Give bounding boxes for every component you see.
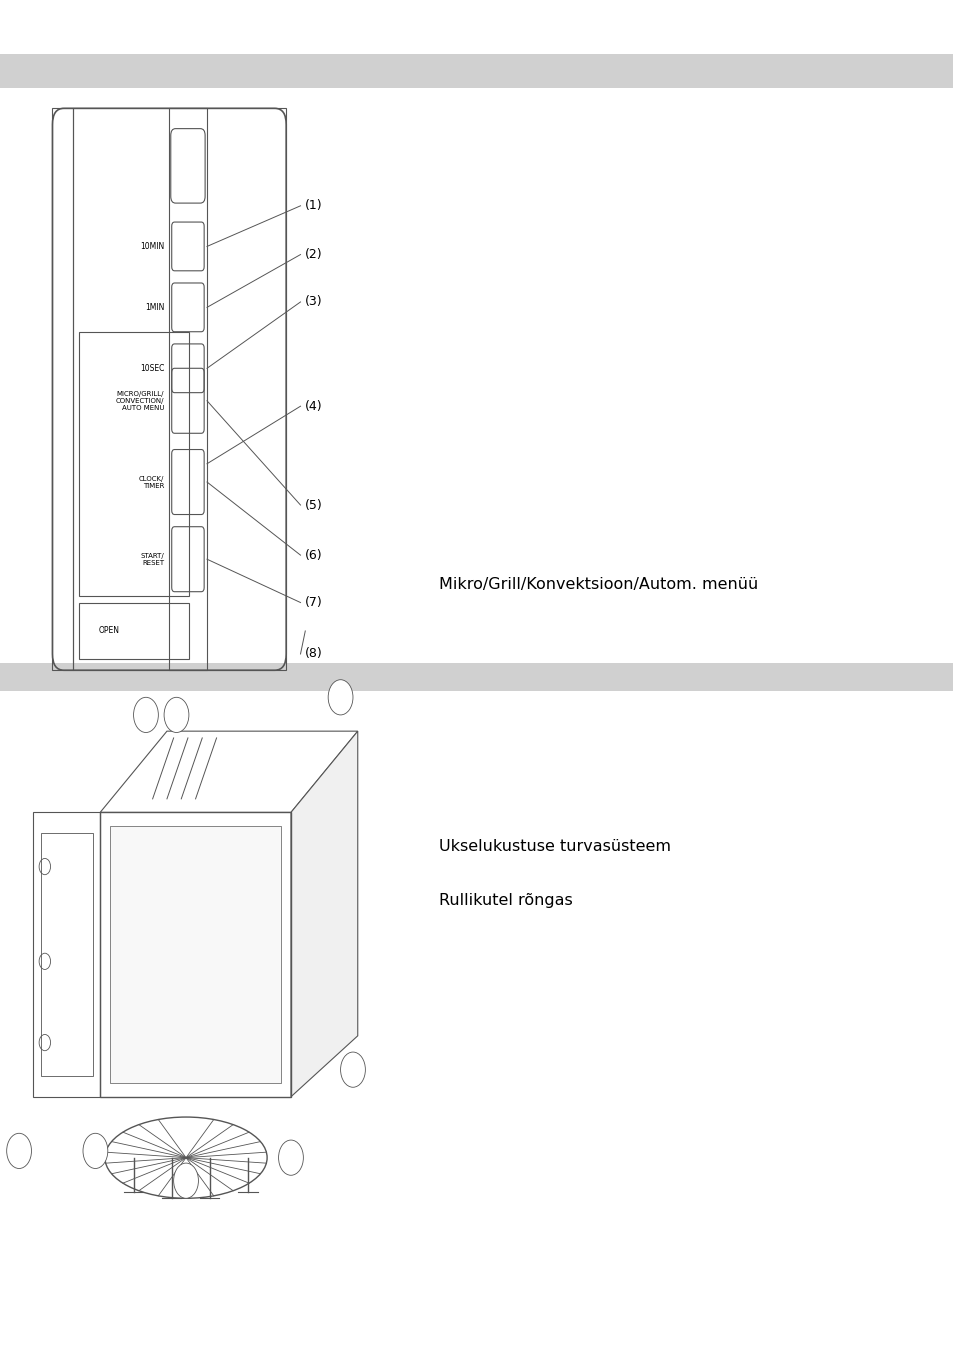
Text: 1MIN: 1MIN	[145, 303, 164, 311]
Text: (5): (5)	[305, 498, 323, 512]
Text: (4): (4)	[305, 399, 322, 413]
Polygon shape	[100, 731, 357, 812]
Bar	[100, 812, 291, 1097]
Circle shape	[83, 1133, 108, 1169]
Text: CLOCK/
TIMER: CLOCK/ TIMER	[138, 475, 164, 489]
Circle shape	[164, 697, 189, 733]
Text: (7): (7)	[305, 596, 323, 609]
Circle shape	[7, 1133, 31, 1169]
Text: (6): (6)	[305, 548, 322, 562]
Text: OPEN: OPEN	[98, 627, 119, 635]
Text: ①: ①	[349, 1066, 356, 1074]
Circle shape	[328, 680, 353, 715]
Text: ⑥: ⑥	[336, 693, 344, 701]
Circle shape	[173, 1163, 198, 1198]
Text: ②: ②	[91, 1147, 99, 1155]
Bar	[33, 812, 100, 1097]
Text: (2): (2)	[305, 248, 322, 261]
Text: (3): (3)	[305, 295, 322, 309]
Text: ①: ①	[15, 1147, 23, 1155]
Text: (1): (1)	[305, 199, 322, 213]
Text: START/
RESET: START/ RESET	[140, 552, 164, 566]
Bar	[73, 108, 286, 670]
Text: Rullikutel rõngas: Rullikutel rõngas	[438, 892, 572, 909]
Bar	[52, 108, 73, 670]
Bar	[0, 663, 953, 691]
Text: 10MIN: 10MIN	[140, 242, 164, 250]
Text: ④: ④	[182, 1177, 190, 1185]
Bar	[41, 833, 92, 1076]
Circle shape	[340, 1052, 365, 1087]
Text: ⑦: ⑦	[287, 1154, 294, 1162]
Text: Ukselukustuse turvasüsteem: Ukselukustuse turvasüsteem	[438, 838, 670, 854]
Polygon shape	[291, 731, 357, 1097]
Bar	[169, 108, 207, 670]
Circle shape	[278, 1140, 303, 1175]
Text: ⑤: ⑤	[142, 711, 150, 719]
Bar	[79, 332, 189, 596]
Bar	[79, 603, 189, 659]
Text: Mikro/Grill/Konvektsioon/Autom. menüü: Mikro/Grill/Konvektsioon/Autom. menüü	[438, 577, 758, 593]
Bar	[0, 54, 953, 88]
Text: ③: ③	[172, 711, 180, 719]
Bar	[73, 108, 169, 670]
Text: MICRO/GRILL/
CONVECTION/
AUTO MENU: MICRO/GRILL/ CONVECTION/ AUTO MENU	[115, 391, 164, 410]
Circle shape	[133, 697, 158, 733]
Bar	[110, 826, 281, 1083]
Text: (8): (8)	[305, 647, 323, 661]
Text: 10SEC: 10SEC	[139, 364, 164, 372]
